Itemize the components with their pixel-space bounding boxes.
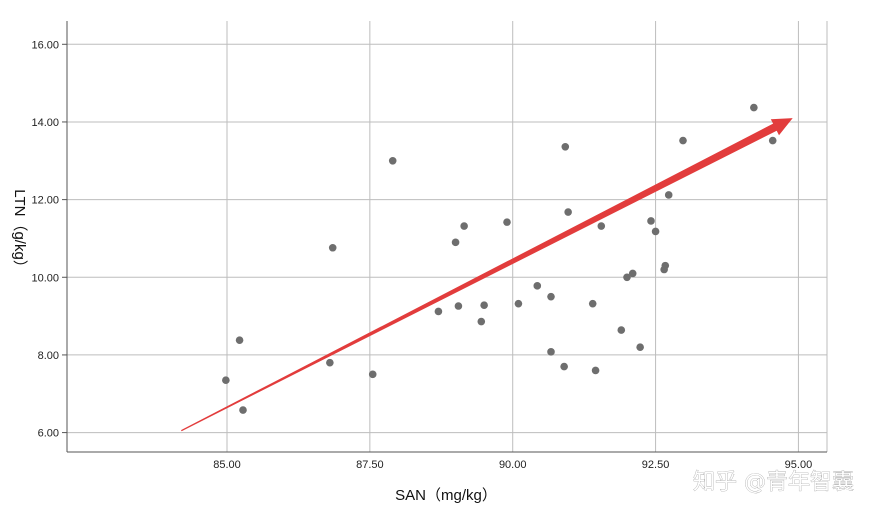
y-tick-label: 16.00 <box>31 39 59 51</box>
scatter-point <box>480 301 488 310</box>
scatter-point <box>533 282 542 290</box>
scatter-point <box>628 269 637 278</box>
trend-arrow <box>181 118 793 432</box>
y-tick-label: 12.00 <box>31 195 59 207</box>
scatter-point <box>454 302 463 310</box>
trend-arrow-shape <box>181 118 793 432</box>
scatter-point <box>588 299 597 308</box>
scatter-point <box>368 370 377 379</box>
x-tick-label: 87.50 <box>356 459 384 471</box>
scatter-point <box>651 227 660 236</box>
scatter-point <box>636 343 644 351</box>
scatter-point <box>661 261 670 270</box>
scatter-point <box>503 218 511 226</box>
y-tick-label: 8.00 <box>38 350 59 362</box>
y-tick-label: 14.00 <box>31 117 59 129</box>
watermark: 知乎 @青年智囊 <box>693 470 854 495</box>
scatter-point <box>239 406 247 414</box>
scatter-point <box>477 317 486 326</box>
scatter-point <box>547 292 555 301</box>
x-tick-label: 92.50 <box>642 459 670 471</box>
data-points <box>222 103 777 414</box>
tick-labels: 85.00 87.50 90.00 92.50 95.00 6.00 8.00 10.00 12… <box>31 39 812 471</box>
scatter-point <box>434 307 443 316</box>
x-tick-label: 90.00 <box>499 459 527 471</box>
scatter-point <box>235 336 244 344</box>
scatter-point <box>679 136 687 145</box>
scatter-point <box>617 326 626 334</box>
scatter-point <box>560 362 568 371</box>
scatter-point <box>768 136 777 145</box>
x-axis-title: SAN（mg/kg） <box>395 487 497 504</box>
y-tick-label: 6.00 <box>38 428 59 440</box>
scatter-point <box>388 156 397 165</box>
y-axis-title: LTN（g/kg） <box>11 189 28 275</box>
scatter-point <box>561 143 570 151</box>
scatter-point <box>451 238 460 247</box>
x-tick-label: 95.00 <box>785 459 813 471</box>
scatter-point <box>647 217 655 225</box>
scatter-point <box>597 222 606 230</box>
scatter-point <box>750 103 758 112</box>
scatter-point <box>460 222 468 230</box>
axes <box>62 21 827 453</box>
scatter-point <box>328 243 337 252</box>
scatter-point <box>547 348 555 356</box>
scatter-point <box>623 273 631 282</box>
x-tick-label: 85.00 <box>213 459 241 471</box>
scatter-point <box>664 191 673 199</box>
scatter-point <box>222 376 230 384</box>
scatter-point <box>326 358 334 367</box>
scatter-point <box>514 299 523 308</box>
grid-lines <box>67 21 828 452</box>
y-tick-label: 10.00 <box>31 272 59 284</box>
scatter-point <box>591 366 600 375</box>
scatter-point <box>564 208 572 216</box>
